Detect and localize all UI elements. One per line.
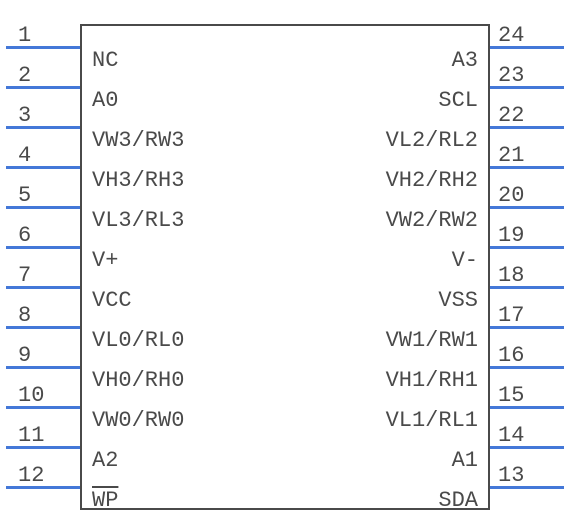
pin-label: VCC — [92, 288, 132, 313]
pin-number: 12 — [18, 463, 44, 488]
pin-number: 14 — [498, 423, 524, 448]
pin-label: VL3/RL3 — [92, 208, 184, 233]
pin-label: A0 — [92, 88, 118, 113]
pin-number: 8 — [18, 303, 31, 328]
pin-number: 9 — [18, 343, 31, 368]
pin-label: VL2/RL2 — [386, 128, 478, 153]
pin-number: 22 — [498, 103, 524, 128]
pin-number: 2 — [18, 63, 31, 88]
pin-number: 4 — [18, 143, 31, 168]
pin-label: VSS — [438, 288, 478, 313]
pin-label: A3 — [452, 48, 478, 73]
pin-label: VH0/RH0 — [92, 368, 184, 393]
pin-number: 6 — [18, 223, 31, 248]
pin-label: NC — [92, 48, 118, 73]
pin-label: A2 — [92, 448, 118, 473]
pin-label: A1 — [452, 448, 478, 473]
pin-label: VW1/RW1 — [386, 328, 478, 353]
pin-label: VL0/RL0 — [92, 328, 184, 353]
pin-label: VW2/RW2 — [386, 208, 478, 233]
pin-label: VH3/RH3 — [92, 168, 184, 193]
pin-number: 15 — [498, 383, 524, 408]
pin-number: 24 — [498, 23, 524, 48]
pin-number: 20 — [498, 183, 524, 208]
pin-number: 1 — [18, 23, 31, 48]
pin-label: VW0/RW0 — [92, 408, 184, 433]
pin-label: VW3/RW3 — [92, 128, 184, 153]
chip-body — [80, 24, 490, 510]
pin-number: 23 — [498, 63, 524, 88]
pin-label: V+ — [92, 248, 118, 273]
pin-label: VH1/RH1 — [386, 368, 478, 393]
pin-number: 13 — [498, 463, 524, 488]
pin-label: SCL — [438, 88, 478, 113]
pin-label: VH2/RH2 — [386, 168, 478, 193]
pin-number: 17 — [498, 303, 524, 328]
pin-number: 18 — [498, 263, 524, 288]
pin-number: 11 — [18, 423, 44, 448]
pin-label: VL1/RL1 — [386, 408, 478, 433]
pin-number: 16 — [498, 343, 524, 368]
pin-number: 7 — [18, 263, 31, 288]
pin-number: 10 — [18, 383, 44, 408]
pin-number: 21 — [498, 143, 524, 168]
pin-number: 19 — [498, 223, 524, 248]
pin-label: SDA — [438, 488, 478, 513]
pin-number: 3 — [18, 103, 31, 128]
pin-number: 5 — [18, 183, 31, 208]
pin-label: WP — [92, 488, 118, 513]
pin-label: V- — [452, 248, 478, 273]
